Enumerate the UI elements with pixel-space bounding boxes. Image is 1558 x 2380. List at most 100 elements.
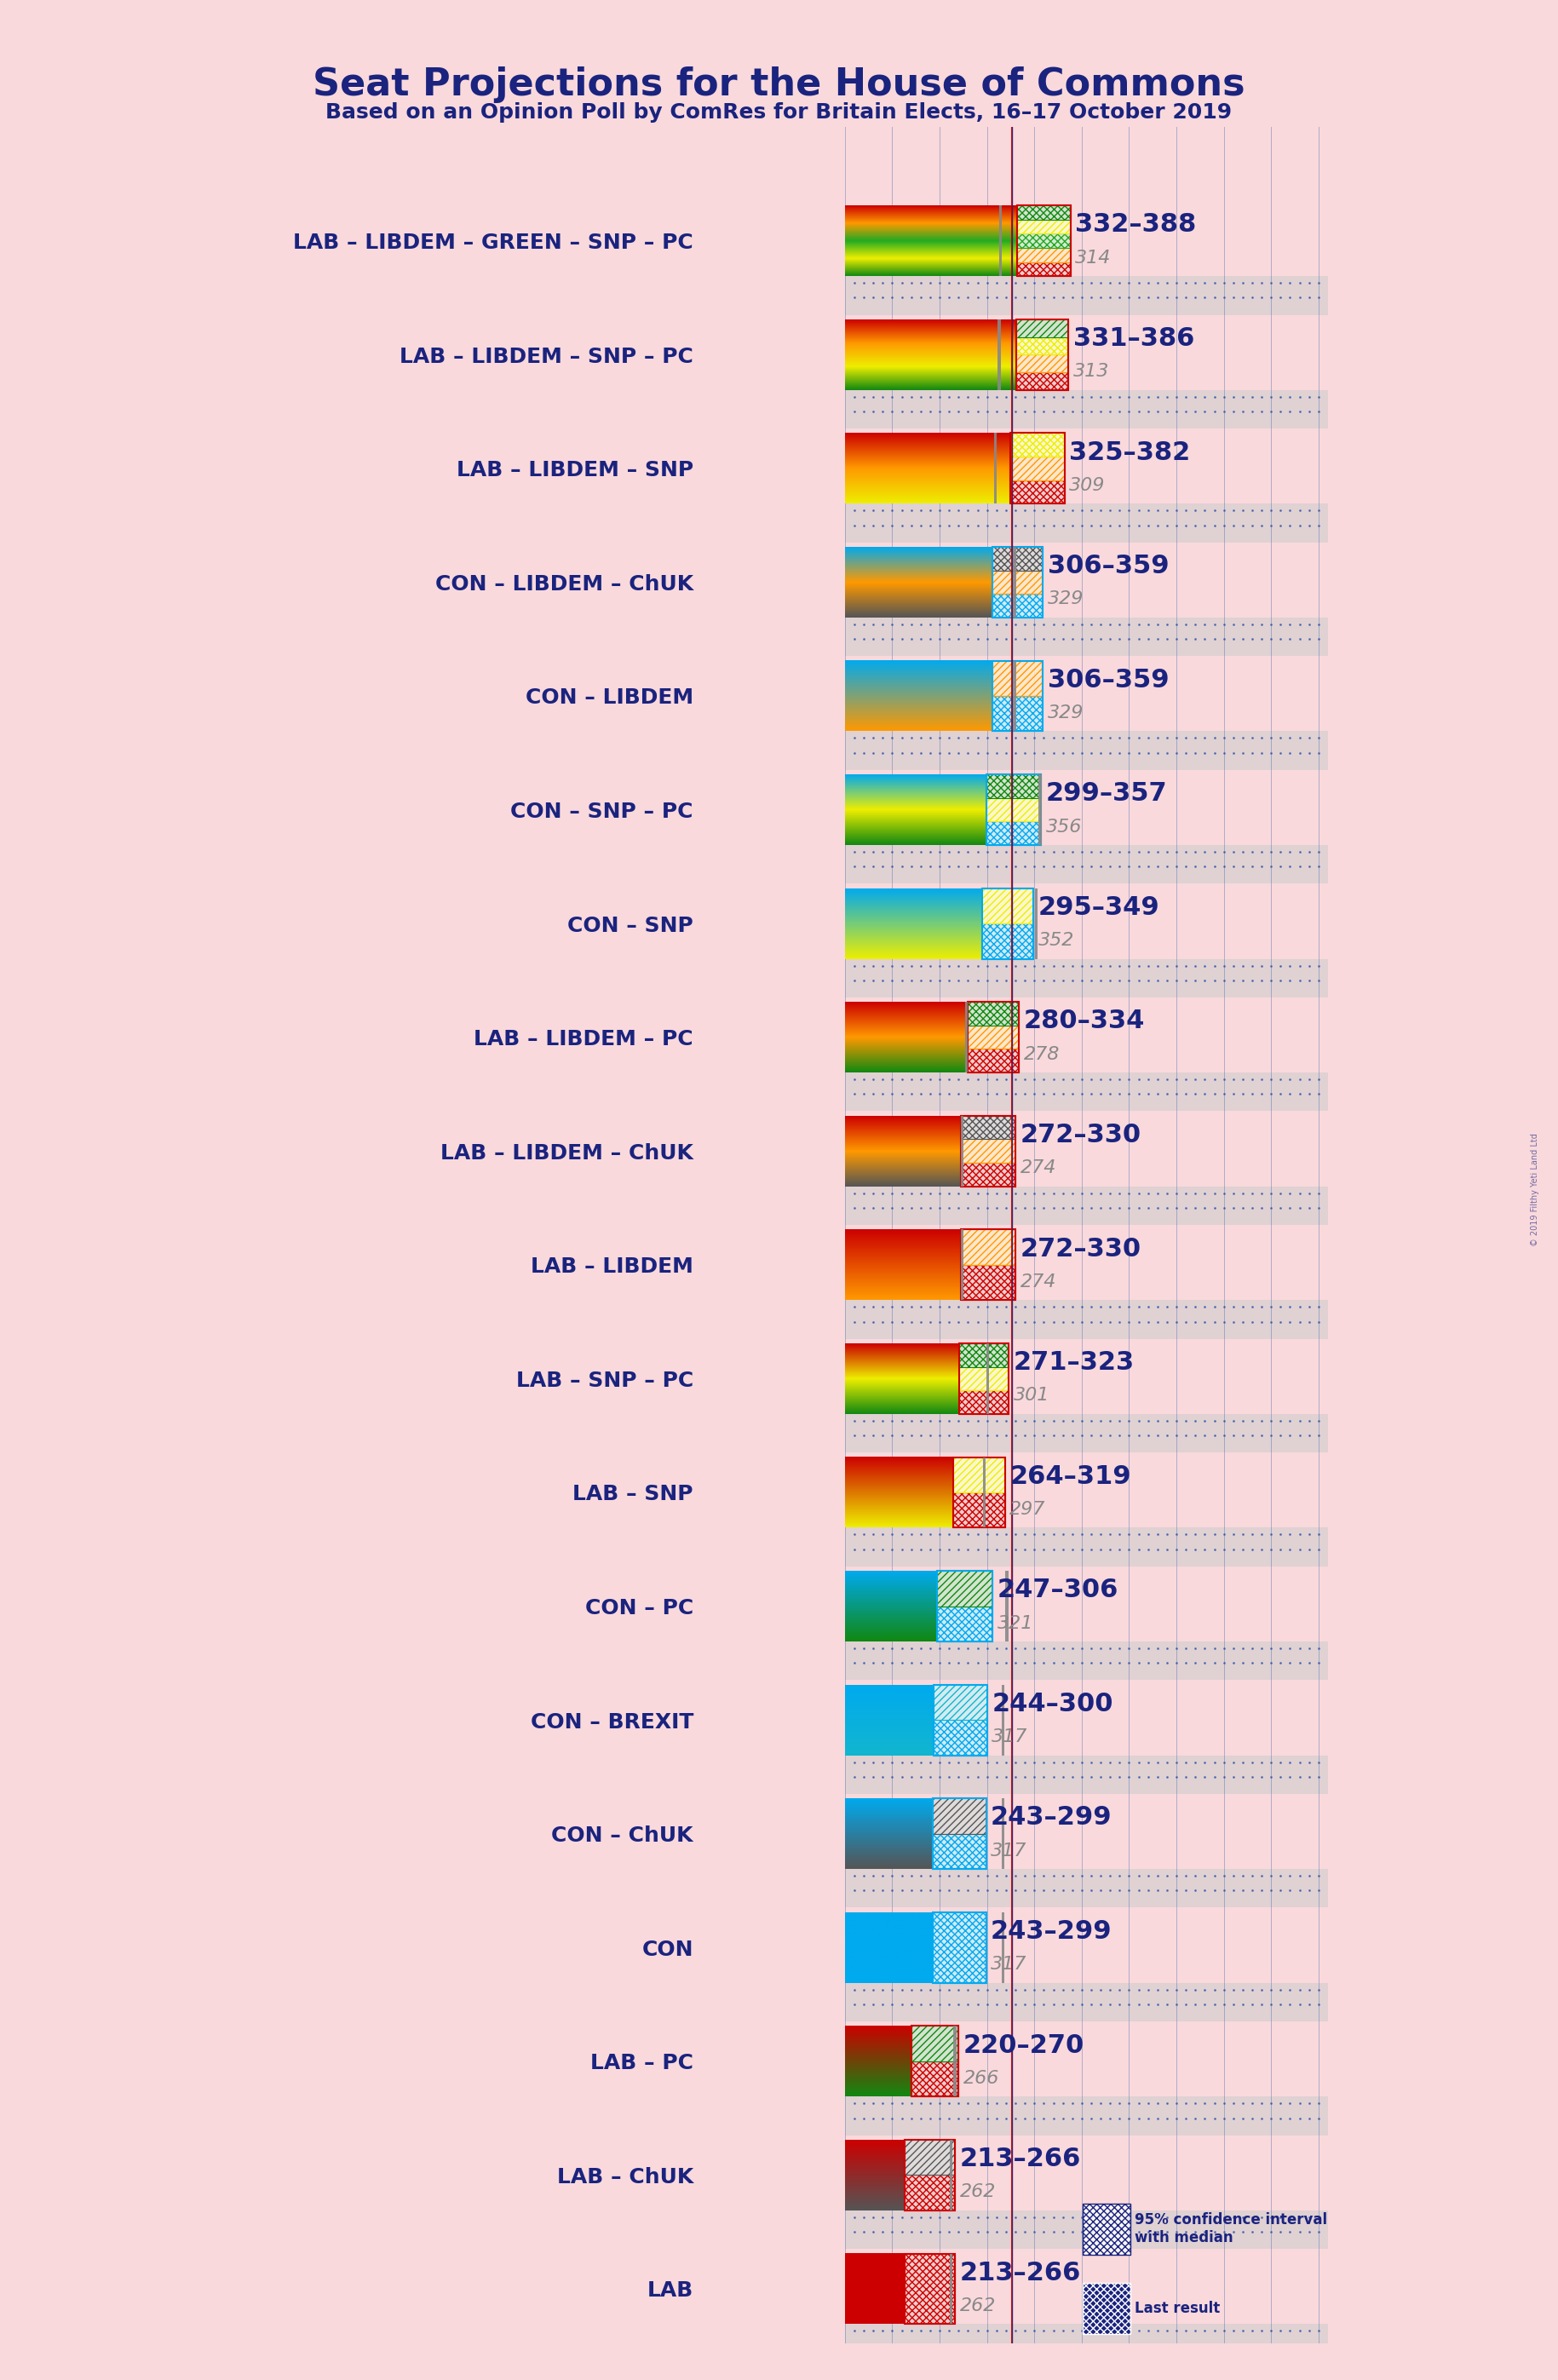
Bar (933, 1911, 986, 1983)
Bar (1017, 262, 1070, 276)
Bar (986, 821, 1041, 845)
Bar (911, 2025, 958, 2061)
Bar (1011, 433, 1064, 457)
Text: © 2019 Filthy Yeti Land Ltd: © 2019 Filthy Yeti Land Ltd (1530, 1133, 1539, 1247)
Text: Seat Projections for the House of Commons: Seat Projections for the House of Common… (313, 67, 1245, 102)
Bar (844, 588, 1327, 616)
Bar (992, 695, 1042, 731)
Text: 278: 278 (1024, 1045, 1059, 1064)
Bar (960, 1116, 1016, 1140)
Bar (1017, 219, 1070, 233)
Bar (844, 248, 1327, 276)
Text: 247–306: 247–306 (997, 1578, 1119, 1602)
Bar (1017, 262, 1070, 276)
Text: 325–382: 325–382 (1069, 440, 1190, 464)
Bar (961, 1230, 964, 1299)
Bar (933, 1799, 986, 1868)
Bar (1002, 1799, 1005, 1868)
Text: 299–357: 299–357 (1045, 781, 1167, 807)
Bar (1013, 547, 1016, 616)
Bar (844, 1299, 1327, 1340)
Bar (960, 1342, 1008, 1366)
Text: 329: 329 (1047, 704, 1084, 721)
Bar (982, 923, 1033, 959)
Bar (911, 2025, 958, 2097)
Text: 280–334: 280–334 (1024, 1009, 1145, 1033)
Bar (844, 2097, 1327, 2135)
Bar (1013, 662, 1016, 731)
Bar (1016, 355, 1069, 371)
Bar (968, 1002, 1019, 1073)
Bar (936, 1571, 992, 1642)
Bar (953, 1492, 1005, 1528)
Bar (844, 1868, 1327, 1909)
Bar (844, 2211, 1327, 2249)
Bar (983, 1457, 986, 1528)
Bar (1011, 481, 1064, 505)
Bar (960, 1230, 1016, 1299)
Bar (953, 1457, 1005, 1492)
Bar (1016, 319, 1069, 338)
Text: 213–266: 213–266 (960, 2147, 1081, 2171)
Text: 317: 317 (991, 1842, 1027, 1859)
Bar (960, 1264, 1016, 1299)
Bar (844, 731, 1327, 769)
Bar (1011, 457, 1064, 481)
Bar (1002, 1685, 1005, 1754)
Bar (911, 2025, 958, 2061)
Bar (986, 821, 1041, 845)
Bar (911, 2025, 958, 2097)
Bar (1016, 319, 1069, 390)
Text: 313: 313 (1073, 364, 1109, 381)
Bar (933, 1911, 986, 1983)
Text: 306–359: 306–359 (1047, 669, 1168, 693)
Bar (986, 774, 1041, 845)
Text: 309: 309 (1069, 476, 1106, 495)
Bar (1005, 1571, 1008, 1642)
Bar (911, 2061, 958, 2097)
Bar (964, 1002, 968, 1073)
Bar (968, 1050, 1019, 1073)
Bar (844, 1499, 1327, 1526)
Bar (982, 888, 1033, 959)
Bar (844, 816, 1327, 845)
Bar (1011, 481, 1064, 505)
Bar (949, 2254, 952, 2325)
Bar (982, 888, 1033, 923)
Bar (844, 276, 1327, 314)
Bar (844, 1414, 1327, 1452)
Bar (844, 2068, 1327, 2094)
Bar (968, 1026, 1019, 1050)
Bar (905, 2140, 955, 2175)
Text: 244–300: 244–300 (992, 1692, 1112, 1716)
Bar (844, 1726, 1327, 1754)
Text: 317: 317 (992, 1728, 1028, 1745)
Text: 314: 314 (1075, 250, 1111, 267)
Bar (933, 1721, 986, 1754)
Bar (1017, 248, 1070, 262)
Text: 264–319: 264–319 (1010, 1464, 1131, 1490)
Bar (960, 1264, 1016, 1299)
Bar (960, 1230, 1016, 1264)
Bar (1017, 205, 1070, 276)
Bar (844, 1385, 1327, 1414)
Bar (933, 1685, 986, 1754)
Bar (949, 2140, 952, 2211)
Bar (1017, 233, 1070, 248)
Bar (1083, 2204, 1130, 2254)
Bar (1002, 1911, 1005, 1983)
Text: 262: 262 (960, 2182, 996, 2202)
Bar (992, 571, 1042, 595)
Bar (1083, 2204, 1130, 2254)
Bar (960, 1366, 1008, 1390)
Bar (999, 205, 1002, 276)
Bar (844, 1840, 1327, 1868)
Text: 262: 262 (960, 2297, 996, 2313)
Bar (992, 662, 1042, 731)
Bar (844, 1185, 1327, 1226)
Text: 332–388: 332–388 (1075, 212, 1197, 238)
Bar (960, 1230, 1016, 1264)
Bar (933, 1685, 986, 1721)
Bar (844, 390, 1327, 428)
Bar (844, 1954, 1327, 1983)
